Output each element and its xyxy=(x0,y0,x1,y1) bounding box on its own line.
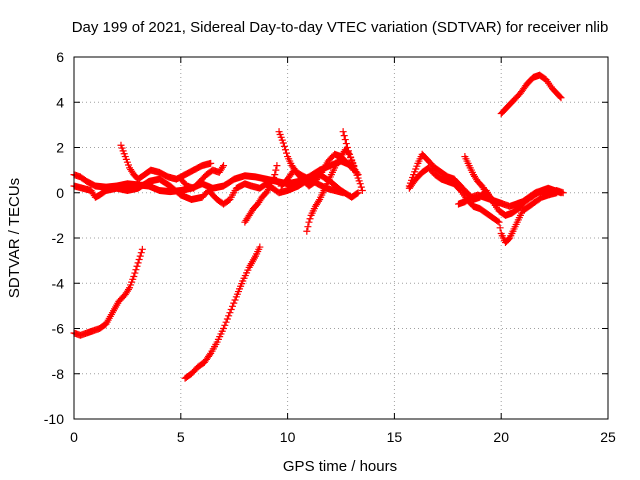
series-track-13 xyxy=(405,164,561,247)
x-tick-label: 20 xyxy=(493,429,509,445)
series-track-14 xyxy=(454,184,565,210)
plus-markers xyxy=(70,245,146,339)
plus-markers xyxy=(454,184,565,210)
y-tick-label: -8 xyxy=(52,366,65,382)
x-tick-label: 25 xyxy=(600,429,616,445)
plus-markers xyxy=(339,128,366,194)
y-tick-label: 2 xyxy=(56,140,64,156)
y-tick-label: -2 xyxy=(52,230,65,246)
y-tick-label: -4 xyxy=(52,275,65,291)
y-tick-label: 6 xyxy=(56,49,64,65)
plus-markers xyxy=(277,166,347,197)
plus-markers xyxy=(405,164,561,247)
plus-markers xyxy=(241,162,281,226)
y-tick-label: -6 xyxy=(52,321,65,337)
series-track-3 xyxy=(117,141,215,183)
series-track-11 xyxy=(181,243,264,382)
series-track-8 xyxy=(277,166,347,197)
series-track-10 xyxy=(70,245,146,339)
plus-markers xyxy=(177,162,228,192)
plus-markers xyxy=(117,141,215,183)
grid xyxy=(74,57,608,419)
y-axis-label: SDTVAR / TECUs xyxy=(6,178,23,298)
series-track-5 xyxy=(241,162,281,226)
x-axis-label: GPS time / hours xyxy=(283,458,397,475)
y-ticks: -10 -8 -6 -4 -2 0 2 4 6 xyxy=(44,49,608,427)
series-track-15 xyxy=(461,153,495,201)
plus-markers xyxy=(181,243,264,382)
x-tick-label: 5 xyxy=(177,429,185,445)
y-tick-label: 4 xyxy=(56,94,64,110)
plus-markers xyxy=(461,153,495,201)
series-track-16 xyxy=(497,71,565,118)
y-tick-label: -10 xyxy=(44,411,64,427)
plus-markers xyxy=(405,150,567,219)
x-ticks: 0 5 10 15 20 25 xyxy=(70,57,616,445)
series-track-12 xyxy=(405,150,567,219)
chart-title: Day 199 of 2021, Sidereal Day-to-day VTE… xyxy=(72,19,609,36)
series-track-9 xyxy=(339,128,366,194)
series-track-4 xyxy=(177,162,228,192)
x-tick-label: 10 xyxy=(280,429,296,445)
x-tick-label: 15 xyxy=(387,429,403,445)
x-tick-label: 0 xyxy=(70,429,78,445)
data-points xyxy=(70,71,567,382)
plus-markers xyxy=(497,71,565,118)
y-tick-label: 0 xyxy=(56,185,64,201)
